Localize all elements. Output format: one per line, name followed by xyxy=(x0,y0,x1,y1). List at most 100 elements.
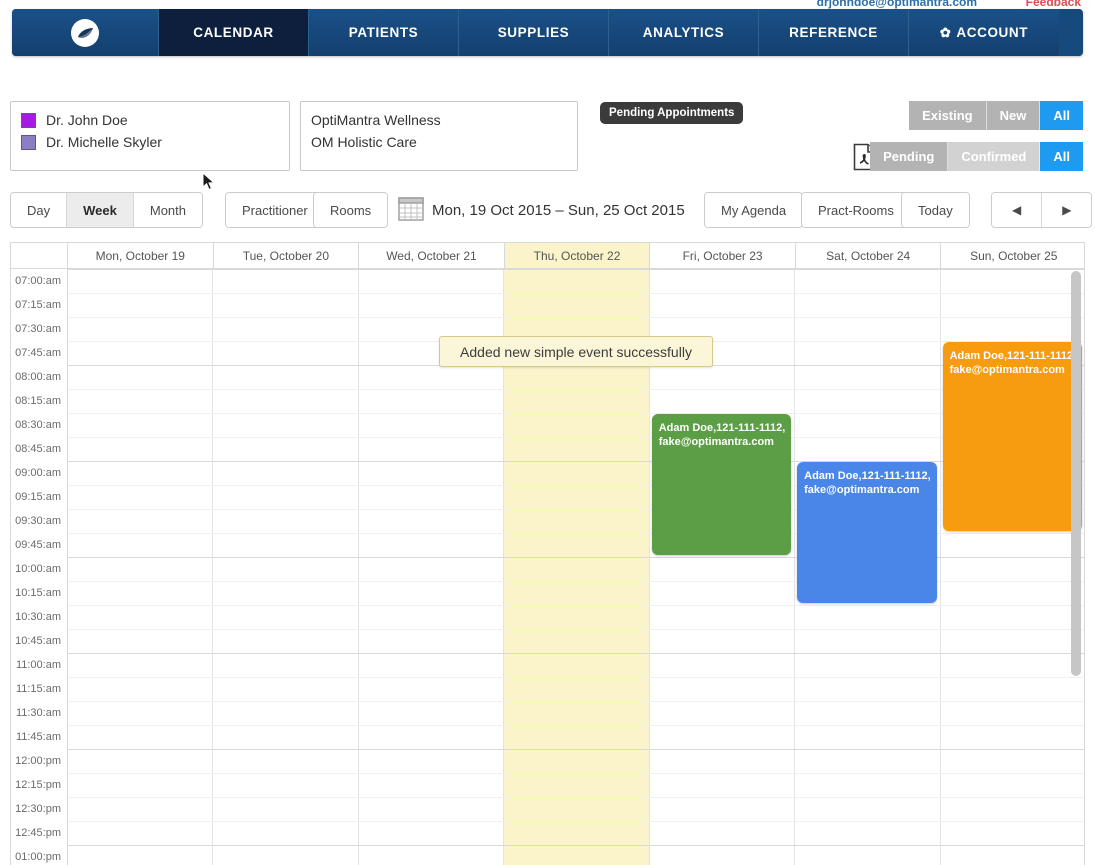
time-label: 11:15:am xyxy=(15,683,61,695)
pending-appointments-button[interactable]: Pending Appointments xyxy=(600,102,744,124)
nav-item-supplies[interactable]: SUPPLIES xyxy=(459,9,609,56)
prev-week-button[interactable]: ◀ xyxy=(992,193,1043,227)
filter-new-button[interactable]: New xyxy=(986,101,1041,130)
practitioner-row[interactable]: Dr. Michelle Skyler xyxy=(21,131,279,153)
clinic-name[interactable]: OM Holistic Care xyxy=(311,134,417,150)
next-week-button[interactable]: ▶ xyxy=(1042,193,1092,227)
quarter-gridline xyxy=(68,605,1084,606)
calendar-event[interactable]: Adam Doe,121-111-1112,fake@optimantra.co… xyxy=(651,414,792,555)
date-range-label: Mon, 19 Oct 2015 – Sun, 25 Oct 2015 xyxy=(432,201,685,219)
quarter-gridline xyxy=(68,821,1084,822)
calendar-event-label: Adam Doe,121-111-1112,fake@optimantra.co… xyxy=(658,422,786,448)
time-label: 12:00:pm xyxy=(15,755,61,767)
time-label: 08:45:am xyxy=(15,443,61,455)
nav-item-patients[interactable]: PATIENTS xyxy=(309,9,459,56)
nav-item-reference[interactable]: REFERENCE xyxy=(759,9,909,56)
today-button[interactable]: Today xyxy=(902,193,969,227)
quarter-gridline xyxy=(68,629,1084,630)
filter-confirmed-button[interactable]: Confirmed xyxy=(948,142,1041,171)
quarter-gridline xyxy=(68,725,1084,726)
view-month-button[interactable]: Month xyxy=(133,193,202,227)
practitioner-view-group: Practitioner xyxy=(225,192,325,228)
optimantra-logo-icon xyxy=(71,18,99,47)
nav-item-account[interactable]: ✿ ACCOUNT xyxy=(909,9,1059,56)
time-label: 10:45:am xyxy=(15,635,61,647)
calendar-picker-icon[interactable] xyxy=(398,195,424,221)
day-header-sat[interactable]: Sat, October 24 xyxy=(796,243,942,268)
time-label: 07:30:am xyxy=(15,323,61,335)
feedback-link[interactable]: Feedback xyxy=(1025,0,1081,9)
calendar-event[interactable]: Adam Doe,121-111-1112,fake@optimantra.co… xyxy=(942,342,1082,531)
quarter-gridline xyxy=(68,797,1084,798)
pract-rooms-button[interactable]: Pract-Rooms xyxy=(802,193,910,227)
day-column[interactable] xyxy=(650,269,796,865)
time-label: 07:45:am xyxy=(15,347,61,359)
week-calendar: Mon, October 19 Tue, October 20 Wed, Oct… xyxy=(10,242,1085,865)
rooms-view-group: Rooms xyxy=(313,192,389,228)
practitioner-row[interactable]: Dr. John Doe xyxy=(21,109,279,131)
nav-item-calendar[interactable]: CALENDAR xyxy=(159,9,309,56)
day-header-sun[interactable]: Sun, October 25 xyxy=(970,248,1058,263)
my-agenda-button[interactable]: My Agenda xyxy=(705,193,803,227)
nav-item-supplies-label: SUPPLIES xyxy=(497,25,570,40)
nav-item-patients-label: PATIENTS xyxy=(348,25,419,40)
quarter-gridline xyxy=(68,533,1084,534)
time-label: 08:00:am xyxy=(15,371,61,383)
filter-pending-button[interactable]: Pending xyxy=(870,142,949,171)
nav-item-calendar-label: CALENDAR xyxy=(193,25,274,40)
account-email[interactable]: drjohndoe@optimantra.com xyxy=(816,0,977,9)
practitioner-legend: Dr. John Doe Dr. Michelle Skyler xyxy=(10,101,290,171)
pract-rooms-group: Pract-Rooms xyxy=(801,192,911,228)
calendar-toolbar: Day Week Month Practitioner Rooms Mon, 1… xyxy=(10,192,1093,230)
time-label: 07:00:am xyxy=(15,275,61,287)
day-column[interactable] xyxy=(68,269,214,865)
today-group: Today xyxy=(901,192,970,228)
gear-icon: ✿ xyxy=(939,24,952,40)
practitioner-color-swatch xyxy=(21,112,36,128)
day-column[interactable] xyxy=(504,269,650,865)
filter-existing-button[interactable]: Existing xyxy=(909,101,987,130)
view-rooms-button[interactable]: Rooms xyxy=(314,193,388,227)
appointment-type-filter: Existing New All xyxy=(909,101,1083,130)
quarter-gridline xyxy=(68,701,1084,702)
time-label: 09:45:am xyxy=(15,539,61,551)
success-toast: Added new simple event successfully xyxy=(439,336,713,367)
calendar-event[interactable]: Adam Doe,121-111-1112,fake@optimantra.co… xyxy=(797,462,937,603)
logo-button[interactable] xyxy=(12,9,159,56)
calendar-grid[interactable]: Adam Doe,121-111-1112,fake@optimantra.co… xyxy=(68,269,1084,865)
quarter-gridline xyxy=(68,581,1084,582)
time-label: 10:00:am xyxy=(15,563,61,575)
header-time-gutter xyxy=(11,243,68,268)
day-column[interactable] xyxy=(213,269,359,865)
view-practitioner-button[interactable]: Practitioner xyxy=(226,193,324,227)
time-label: 12:45:pm xyxy=(15,827,61,839)
nav-item-analytics-label: ANALYTICS xyxy=(642,25,725,40)
day-header-fri[interactable]: Fri, October 23 xyxy=(650,243,796,268)
quarter-gridline xyxy=(68,509,1084,510)
filter-all-type-button[interactable]: All xyxy=(1040,101,1083,130)
filter-all-status-button[interactable]: All xyxy=(1040,142,1083,171)
calendar-scrollbar[interactable] xyxy=(1070,271,1082,865)
clinic-name[interactable]: OptiMantra Wellness xyxy=(311,112,441,128)
quarter-gridline xyxy=(68,413,1084,414)
day-column[interactable] xyxy=(359,269,505,865)
quarter-gridline xyxy=(68,389,1084,390)
day-header-wed[interactable]: Wed, October 21 xyxy=(359,243,505,268)
clinic-legend: OptiMantra Wellness OM Holistic Care xyxy=(300,101,578,171)
time-label: 10:30:am xyxy=(15,611,61,623)
quarter-gridline xyxy=(68,317,1084,318)
day-header-thu[interactable]: Thu, October 22 xyxy=(504,243,651,268)
calendar-scrollbar-thumb[interactable] xyxy=(1071,271,1081,676)
day-header-tue[interactable]: Tue, October 20 xyxy=(214,243,360,268)
nav-item-analytics[interactable]: ANALYTICS xyxy=(609,9,759,56)
time-axis: 07:00:am 07:15:am 07:30:am 07:45:am 08:00:am… xyxy=(11,269,68,865)
quarter-gridline xyxy=(68,293,1084,294)
time-label: 10:15:am xyxy=(15,587,61,599)
day-header-mon[interactable]: Mon, October 19 xyxy=(68,243,214,268)
quarter-gridline xyxy=(68,485,1084,486)
account-strip: drjohndoe@optimantra.com Feedback xyxy=(0,0,1095,10)
day-column[interactable] xyxy=(795,269,941,865)
view-day-button[interactable]: Day xyxy=(11,193,68,227)
view-week-button[interactable]: Week xyxy=(67,193,134,227)
practitioner-name: Dr. John Doe xyxy=(46,112,128,128)
